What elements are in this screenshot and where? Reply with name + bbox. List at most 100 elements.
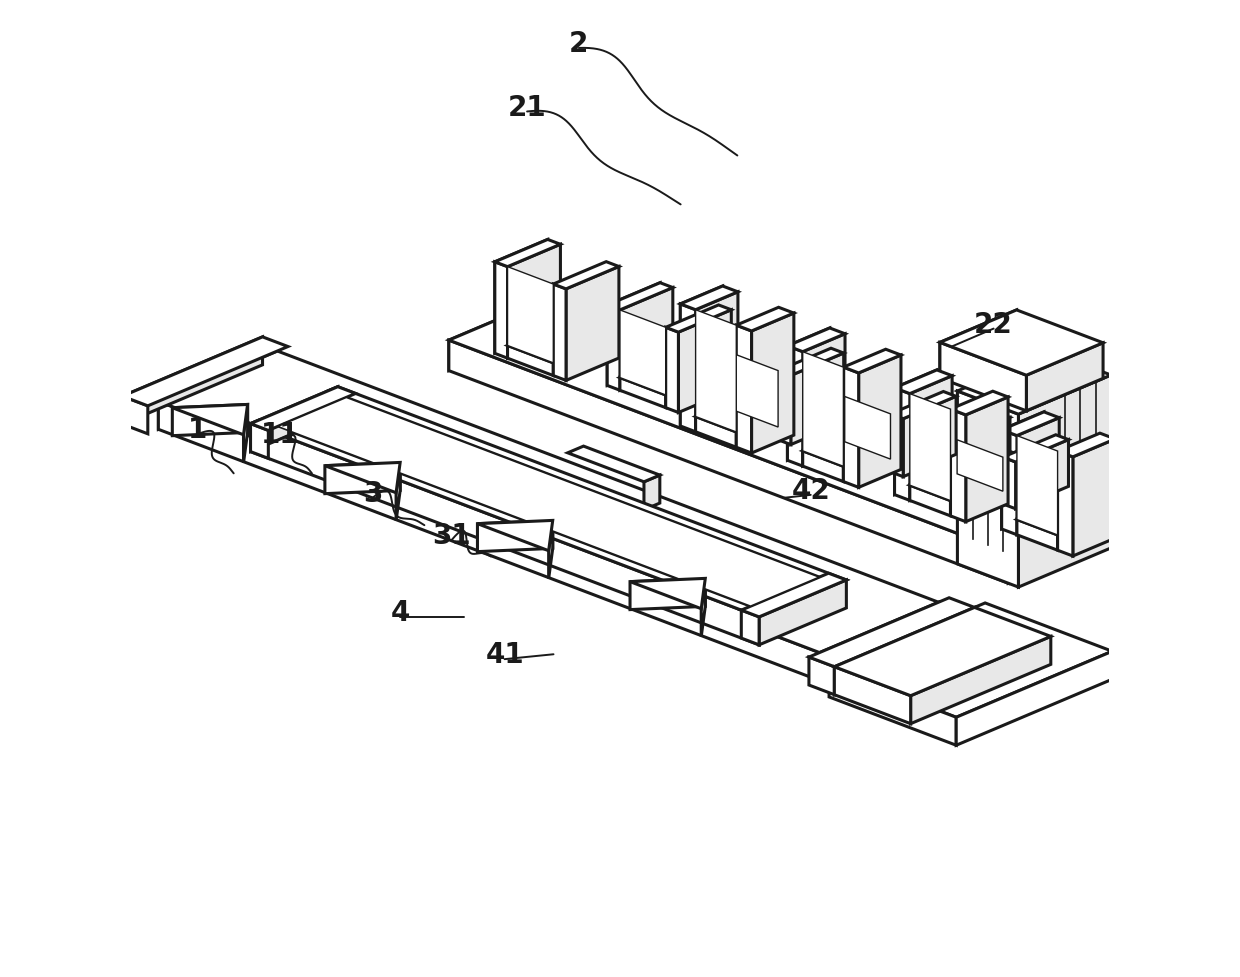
Text: 31: 31 <box>433 522 471 549</box>
Polygon shape <box>742 573 847 617</box>
Polygon shape <box>449 341 1008 583</box>
Polygon shape <box>951 392 1008 415</box>
Polygon shape <box>835 608 1050 696</box>
Polygon shape <box>733 388 831 428</box>
Text: 3: 3 <box>363 480 382 507</box>
Polygon shape <box>777 349 843 376</box>
Polygon shape <box>957 392 1018 587</box>
Polygon shape <box>903 397 956 477</box>
Polygon shape <box>719 349 733 423</box>
Polygon shape <box>719 326 785 354</box>
Polygon shape <box>1017 436 1058 535</box>
Polygon shape <box>956 652 1112 745</box>
Polygon shape <box>1058 434 1115 457</box>
Polygon shape <box>696 292 738 433</box>
Polygon shape <box>630 578 706 610</box>
Polygon shape <box>832 370 885 450</box>
Polygon shape <box>620 288 673 391</box>
Polygon shape <box>890 414 903 477</box>
Polygon shape <box>172 405 248 436</box>
Polygon shape <box>250 387 356 431</box>
Polygon shape <box>666 306 732 333</box>
Polygon shape <box>830 669 956 745</box>
Polygon shape <box>843 367 858 488</box>
Polygon shape <box>802 353 843 467</box>
Polygon shape <box>644 476 660 510</box>
Polygon shape <box>1058 451 1073 557</box>
Polygon shape <box>759 580 847 645</box>
Polygon shape <box>620 311 666 396</box>
Polygon shape <box>751 314 794 453</box>
Polygon shape <box>910 637 1050 724</box>
Polygon shape <box>1002 412 1059 436</box>
Polygon shape <box>737 308 794 331</box>
Polygon shape <box>894 370 937 495</box>
Polygon shape <box>858 356 901 488</box>
Polygon shape <box>808 658 835 695</box>
Polygon shape <box>681 286 738 311</box>
Polygon shape <box>1027 344 1104 411</box>
Polygon shape <box>835 608 975 695</box>
Text: 42: 42 <box>791 477 830 504</box>
Polygon shape <box>507 268 553 363</box>
Polygon shape <box>449 302 542 371</box>
Polygon shape <box>830 604 1112 717</box>
Polygon shape <box>608 306 620 391</box>
Polygon shape <box>608 283 673 311</box>
Polygon shape <box>808 598 975 667</box>
Polygon shape <box>568 446 660 483</box>
Polygon shape <box>123 397 148 435</box>
Polygon shape <box>733 410 777 441</box>
Polygon shape <box>737 326 751 453</box>
Polygon shape <box>159 402 820 681</box>
Polygon shape <box>495 240 560 268</box>
Polygon shape <box>733 354 777 428</box>
Polygon shape <box>910 395 951 501</box>
Polygon shape <box>957 353 1111 415</box>
Polygon shape <box>844 375 898 455</box>
Polygon shape <box>791 354 843 446</box>
Polygon shape <box>1003 457 1016 509</box>
Polygon shape <box>890 392 956 419</box>
Polygon shape <box>250 424 268 459</box>
Polygon shape <box>1002 430 1017 535</box>
Polygon shape <box>1017 418 1059 535</box>
Polygon shape <box>1003 436 1069 462</box>
Polygon shape <box>844 443 890 472</box>
Polygon shape <box>1016 441 1069 509</box>
Text: 4: 4 <box>391 599 409 626</box>
Polygon shape <box>507 346 553 376</box>
Polygon shape <box>787 347 802 467</box>
Polygon shape <box>620 356 719 396</box>
Text: 22: 22 <box>975 311 1013 338</box>
Polygon shape <box>495 263 507 359</box>
Polygon shape <box>159 352 939 653</box>
Polygon shape <box>243 405 248 463</box>
Polygon shape <box>449 302 1101 553</box>
Polygon shape <box>844 420 944 459</box>
Polygon shape <box>1002 412 1044 530</box>
Polygon shape <box>802 451 843 482</box>
Polygon shape <box>696 400 779 433</box>
Polygon shape <box>507 323 606 363</box>
Polygon shape <box>608 283 660 386</box>
Polygon shape <box>966 398 1008 522</box>
Polygon shape <box>325 463 401 494</box>
Polygon shape <box>802 434 885 467</box>
Polygon shape <box>325 463 401 493</box>
Text: 2: 2 <box>569 30 589 58</box>
Polygon shape <box>1017 502 1100 535</box>
Polygon shape <box>719 326 773 418</box>
Polygon shape <box>787 328 844 353</box>
Polygon shape <box>910 486 951 517</box>
Polygon shape <box>951 409 966 522</box>
Polygon shape <box>702 578 706 637</box>
Polygon shape <box>123 337 263 425</box>
Polygon shape <box>696 311 737 433</box>
Polygon shape <box>844 397 890 459</box>
Polygon shape <box>832 392 844 455</box>
Polygon shape <box>1017 520 1058 551</box>
Polygon shape <box>678 311 732 413</box>
Polygon shape <box>894 389 910 501</box>
Polygon shape <box>250 420 769 617</box>
